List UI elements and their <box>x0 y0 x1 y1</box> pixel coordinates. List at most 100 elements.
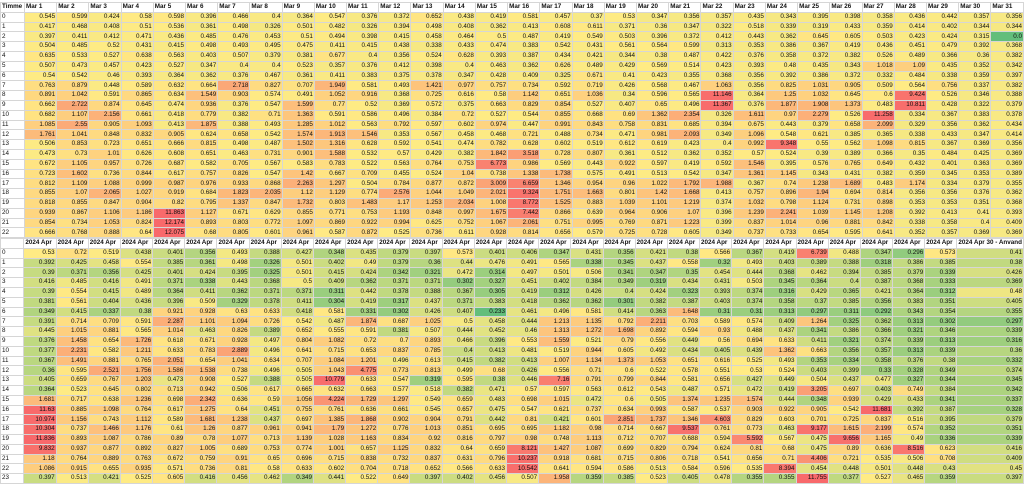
table-cell[interactable]: 0.603 <box>763 414 797 426</box>
table-cell[interactable]: 0.851 <box>441 424 475 435</box>
table-cell[interactable]: 0.466 <box>441 335 475 347</box>
table-cell[interactable]: 0.881 <box>829 217 863 229</box>
table-cell[interactable]: 0.885 <box>55 404 89 416</box>
table-cell[interactable]: 0.342 <box>956 384 1024 396</box>
table-cell[interactable]: 0.393 <box>474 50 509 62</box>
table-cell[interactable]: 0.714 <box>602 424 636 435</box>
table-cell[interactable]: 0.46 <box>88 70 122 82</box>
table-cell[interactable]: 1.176 <box>119 424 154 435</box>
table-cell[interactable]: 0.535 <box>859 453 894 465</box>
table-cell[interactable]: 0.865 <box>120 90 154 101</box>
table-cell[interactable]: 0.944 <box>570 345 604 357</box>
table-cell[interactable]: 0.574 <box>731 316 765 328</box>
table-cell[interactable]: 0.426 <box>505 365 540 377</box>
table-cell[interactable]: 0.427 <box>280 247 314 259</box>
table-cell[interactable]: 0.592 <box>378 139 412 150</box>
table-cell[interactable]: 0.496 <box>668 99 702 111</box>
table-cell[interactable]: 8.121 <box>505 443 540 455</box>
table-cell[interactable]: 0.387 <box>924 404 958 416</box>
table-cell[interactable]: 0.915 <box>55 463 89 475</box>
table-cell[interactable]: 0.357 <box>958 11 992 23</box>
table-cell[interactable]: 0.313 <box>763 306 797 318</box>
table-cell[interactable]: 0.473 <box>152 375 186 386</box>
table-cell[interactable]: 0.542 <box>56 70 90 82</box>
table-cell[interactable]: 0.905 <box>88 119 122 131</box>
table-cell[interactable]: 0.928 <box>216 335 250 347</box>
table-cell[interactable]: 0.411 <box>280 296 314 308</box>
table-cell[interactable]: 0.361 <box>185 21 219 33</box>
table-cell[interactable]: 1.599 <box>281 99 315 111</box>
table-cell[interactable]: 0.589 <box>699 316 733 328</box>
table-cell[interactable]: 1.602 <box>56 168 90 180</box>
table-cell[interactable]: 1.085 <box>23 119 58 131</box>
table-cell[interactable]: 11.863 <box>152 207 187 219</box>
table-cell[interactable]: 0.379 <box>377 257 411 269</box>
table-cell[interactable]: 0.442 <box>473 414 507 426</box>
table-cell[interactable]: 0.628 <box>346 139 380 150</box>
table-cell[interactable]: 0.549 <box>409 394 443 406</box>
table-cell[interactable]: 0.38 <box>924 355 958 367</box>
column-header[interactable]: 2024 Apr <box>377 238 411 249</box>
table-cell[interactable]: 0.413 <box>473 345 507 357</box>
table-cell[interactable]: 0.383 <box>958 109 992 121</box>
table-cell[interactable]: 2.279 <box>797 109 831 121</box>
table-cell[interactable]: 0.571 <box>152 463 186 475</box>
table-cell[interactable]: 0.568 <box>636 80 670 92</box>
table-cell[interactable]: 0.774 <box>346 188 380 199</box>
column-header[interactable]: Mar 3 <box>88 2 122 13</box>
table-cell[interactable]: 0.353 <box>732 41 766 52</box>
table-cell[interactable]: 0.321 <box>827 335 861 347</box>
table-cell[interactable]: 0.372 <box>829 70 863 82</box>
table-cell[interactable]: 0.451 <box>505 277 540 288</box>
table-cell[interactable]: 0.976 <box>185 178 219 190</box>
table-cell[interactable]: 0.338 <box>570 257 604 269</box>
table-cell[interactable]: 0.721 <box>827 453 861 465</box>
table-cell[interactable]: 0.792 <box>602 316 636 328</box>
table-cell[interactable]: 0.829 <box>507 99 541 111</box>
table-cell[interactable]: 1.346 <box>666 414 701 426</box>
table-cell[interactable]: 1.681 <box>23 394 57 406</box>
table-cell[interactable]: 0.871 <box>636 217 670 229</box>
table-cell[interactable]: 6.773 <box>474 158 509 170</box>
table-cell[interactable]: 0.446 <box>505 375 540 386</box>
table-cell[interactable]: 0.434 <box>666 345 701 357</box>
table-cell[interactable]: 0.874 <box>88 99 122 111</box>
table-cell[interactable]: 0.357 <box>700 11 734 23</box>
table-cell[interactable]: 11.146 <box>700 90 734 101</box>
table-cell[interactable]: 1.42 <box>636 188 670 199</box>
table-cell[interactable]: 0.357 <box>313 60 348 72</box>
table-cell[interactable]: 0.362 <box>474 21 509 33</box>
table-cell[interactable]: 9.348 <box>764 139 799 150</box>
table-cell[interactable]: 0.356 <box>732 80 766 92</box>
table-cell[interactable]: 0.715 <box>602 453 636 465</box>
table-cell[interactable]: 0.826 <box>217 168 251 180</box>
table-cell[interactable]: 1.052 <box>313 90 348 101</box>
table-cell[interactable]: 0.389 <box>795 257 829 269</box>
table-cell[interactable]: 0.429 <box>795 286 829 298</box>
table-cell[interactable]: 0.487 <box>249 139 283 150</box>
table-cell[interactable]: 0.829 <box>634 443 668 455</box>
table-cell[interactable]: 0.519 <box>571 139 605 150</box>
table-cell[interactable]: 0.694 <box>829 188 863 199</box>
table-cell[interactable]: 0.761 <box>699 424 733 435</box>
table-cell[interactable]: 0.394 <box>700 119 734 131</box>
table-cell[interactable]: 0.382 <box>442 148 476 160</box>
table-cell[interactable]: 0.672 <box>23 158 58 170</box>
table-cell[interactable]: 1.689 <box>829 178 863 190</box>
table-cell[interactable]: 0.656 <box>699 375 733 386</box>
table-cell[interactable]: 0.737 <box>570 404 604 416</box>
table-cell[interactable]: 0.707 <box>634 433 668 445</box>
table-cell[interactable]: 0.315 <box>958 31 992 43</box>
table-cell[interactable]: 1.098 <box>861 139 895 150</box>
table-cell[interactable]: 0.779 <box>185 109 219 121</box>
table-cell[interactable]: 0.769 <box>603 217 638 229</box>
table-cell[interactable]: 0.757 <box>732 188 766 199</box>
table-cell[interactable]: 0.316 <box>763 286 797 298</box>
table-cell[interactable]: 0.388 <box>217 119 251 131</box>
table-cell[interactable]: 0.599 <box>668 41 702 52</box>
table-cell[interactable]: 0.435 <box>797 60 831 72</box>
table-cell[interactable]: 1.087 <box>570 443 604 455</box>
table-cell[interactable]: 0.49 <box>345 257 379 269</box>
table-cell[interactable]: 0.473 <box>56 60 90 72</box>
table-cell[interactable]: 0.368 <box>892 277 926 288</box>
